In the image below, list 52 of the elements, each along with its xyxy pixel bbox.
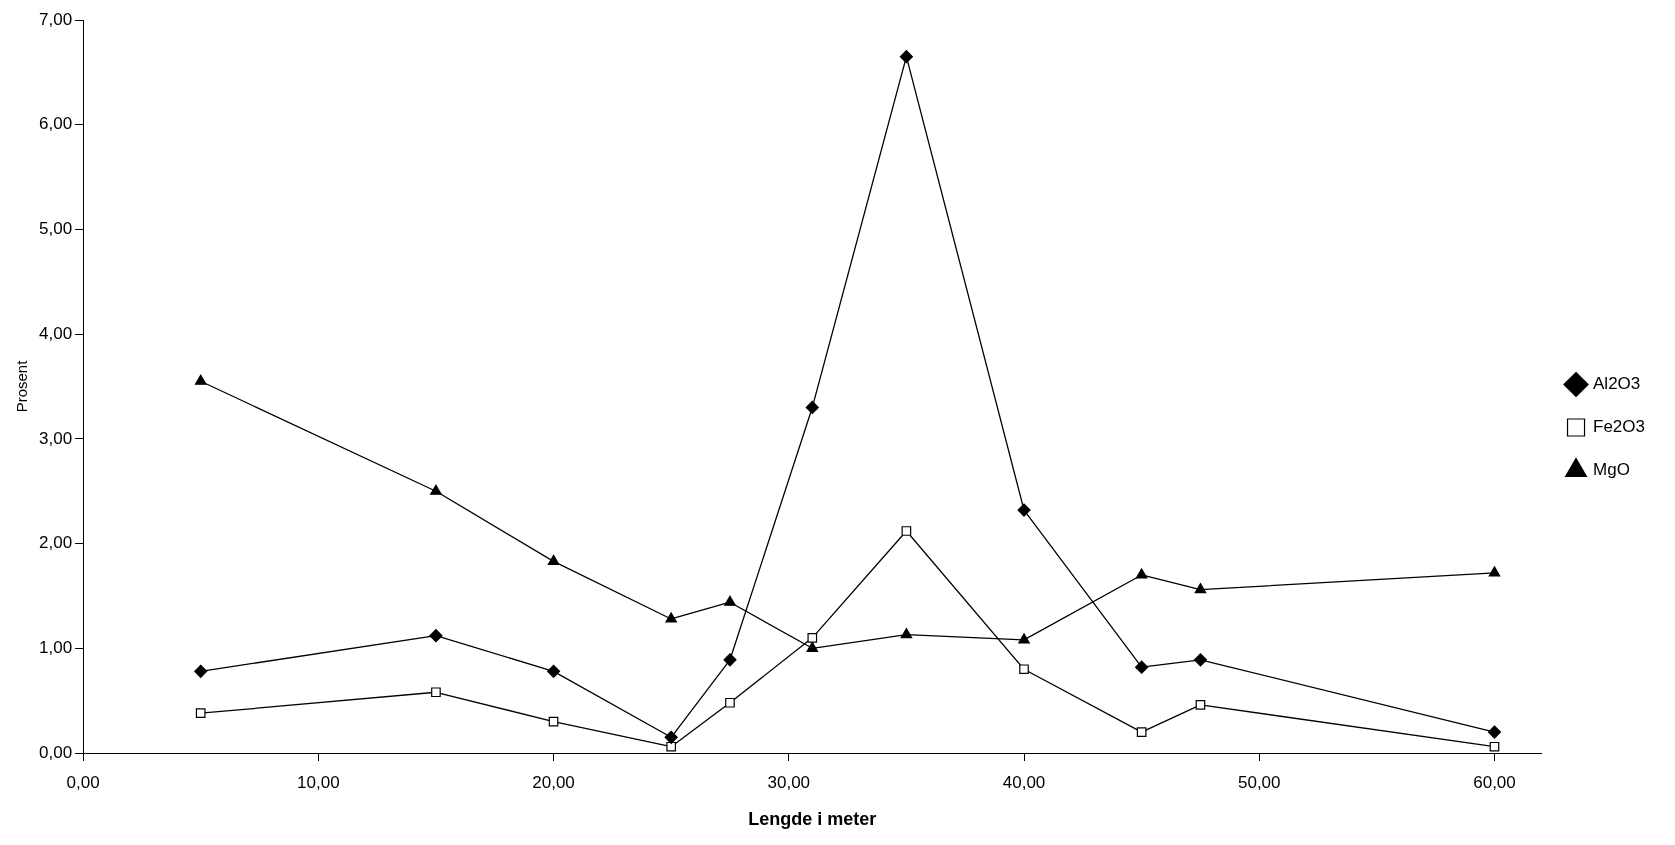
point [1193,653,1208,667]
point [723,653,737,667]
point [900,628,913,639]
legend-label: MgO [1593,460,1630,480]
y-tick-label: 6,00 [38,114,73,134]
point [1017,503,1031,517]
y-tick-label: 1,00 [38,637,73,657]
point [194,374,207,385]
legend-label: Fe2O3 [1593,417,1646,437]
x-tick-label: 30,00 [767,772,811,792]
y-tick-label: 3,00 [38,428,73,448]
point [1489,741,1500,752]
point [430,484,442,495]
point [195,708,206,719]
point [1136,727,1147,737]
point [1487,725,1502,739]
point [806,641,819,652]
point [1195,699,1206,710]
y-tick-label: 5,00 [38,219,73,239]
point [1194,583,1207,594]
point [1488,566,1501,577]
point [1019,664,1029,675]
point [664,730,678,744]
x-tick-label: 0,00 [66,772,100,792]
point [666,741,677,752]
point [194,664,208,678]
point [807,632,818,643]
y-tick-label: 4,00 [38,323,73,343]
point [1135,660,1149,674]
x-tick-label: 20,00 [532,772,575,792]
point [725,697,735,708]
point [547,554,560,565]
point [546,664,561,678]
point [899,50,913,64]
point [1018,633,1030,644]
x-tick-label: 10,00 [297,772,340,792]
y-axis-title: Prosent [13,359,31,413]
point [901,526,912,536]
point [805,400,819,415]
x-tick-label: 60,00 [1473,772,1516,792]
point [431,687,441,698]
x-axis-title: Lengde i meter [748,809,877,830]
point [724,595,736,606]
point [1135,568,1148,579]
point [665,612,677,623]
y-tick-label: 7,00 [38,9,73,29]
point [429,629,443,643]
x-tick-label: 40,00 [1002,772,1046,792]
y-tick-label: 0,00 [38,742,73,762]
legend-label: Al2O3 [1593,374,1641,394]
y-tick-label: 2,00 [38,533,73,553]
x-tick-label: 50,00 [1237,772,1281,792]
